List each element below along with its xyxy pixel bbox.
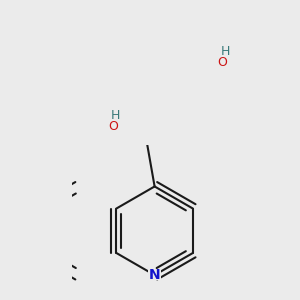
Bar xyxy=(108,123,117,131)
Bar xyxy=(148,271,161,280)
Text: O: O xyxy=(218,56,227,69)
Text: O: O xyxy=(108,120,118,134)
Text: H: H xyxy=(111,109,120,122)
Text: N: N xyxy=(149,268,161,282)
Text: H: H xyxy=(220,45,230,58)
Bar xyxy=(218,58,227,67)
